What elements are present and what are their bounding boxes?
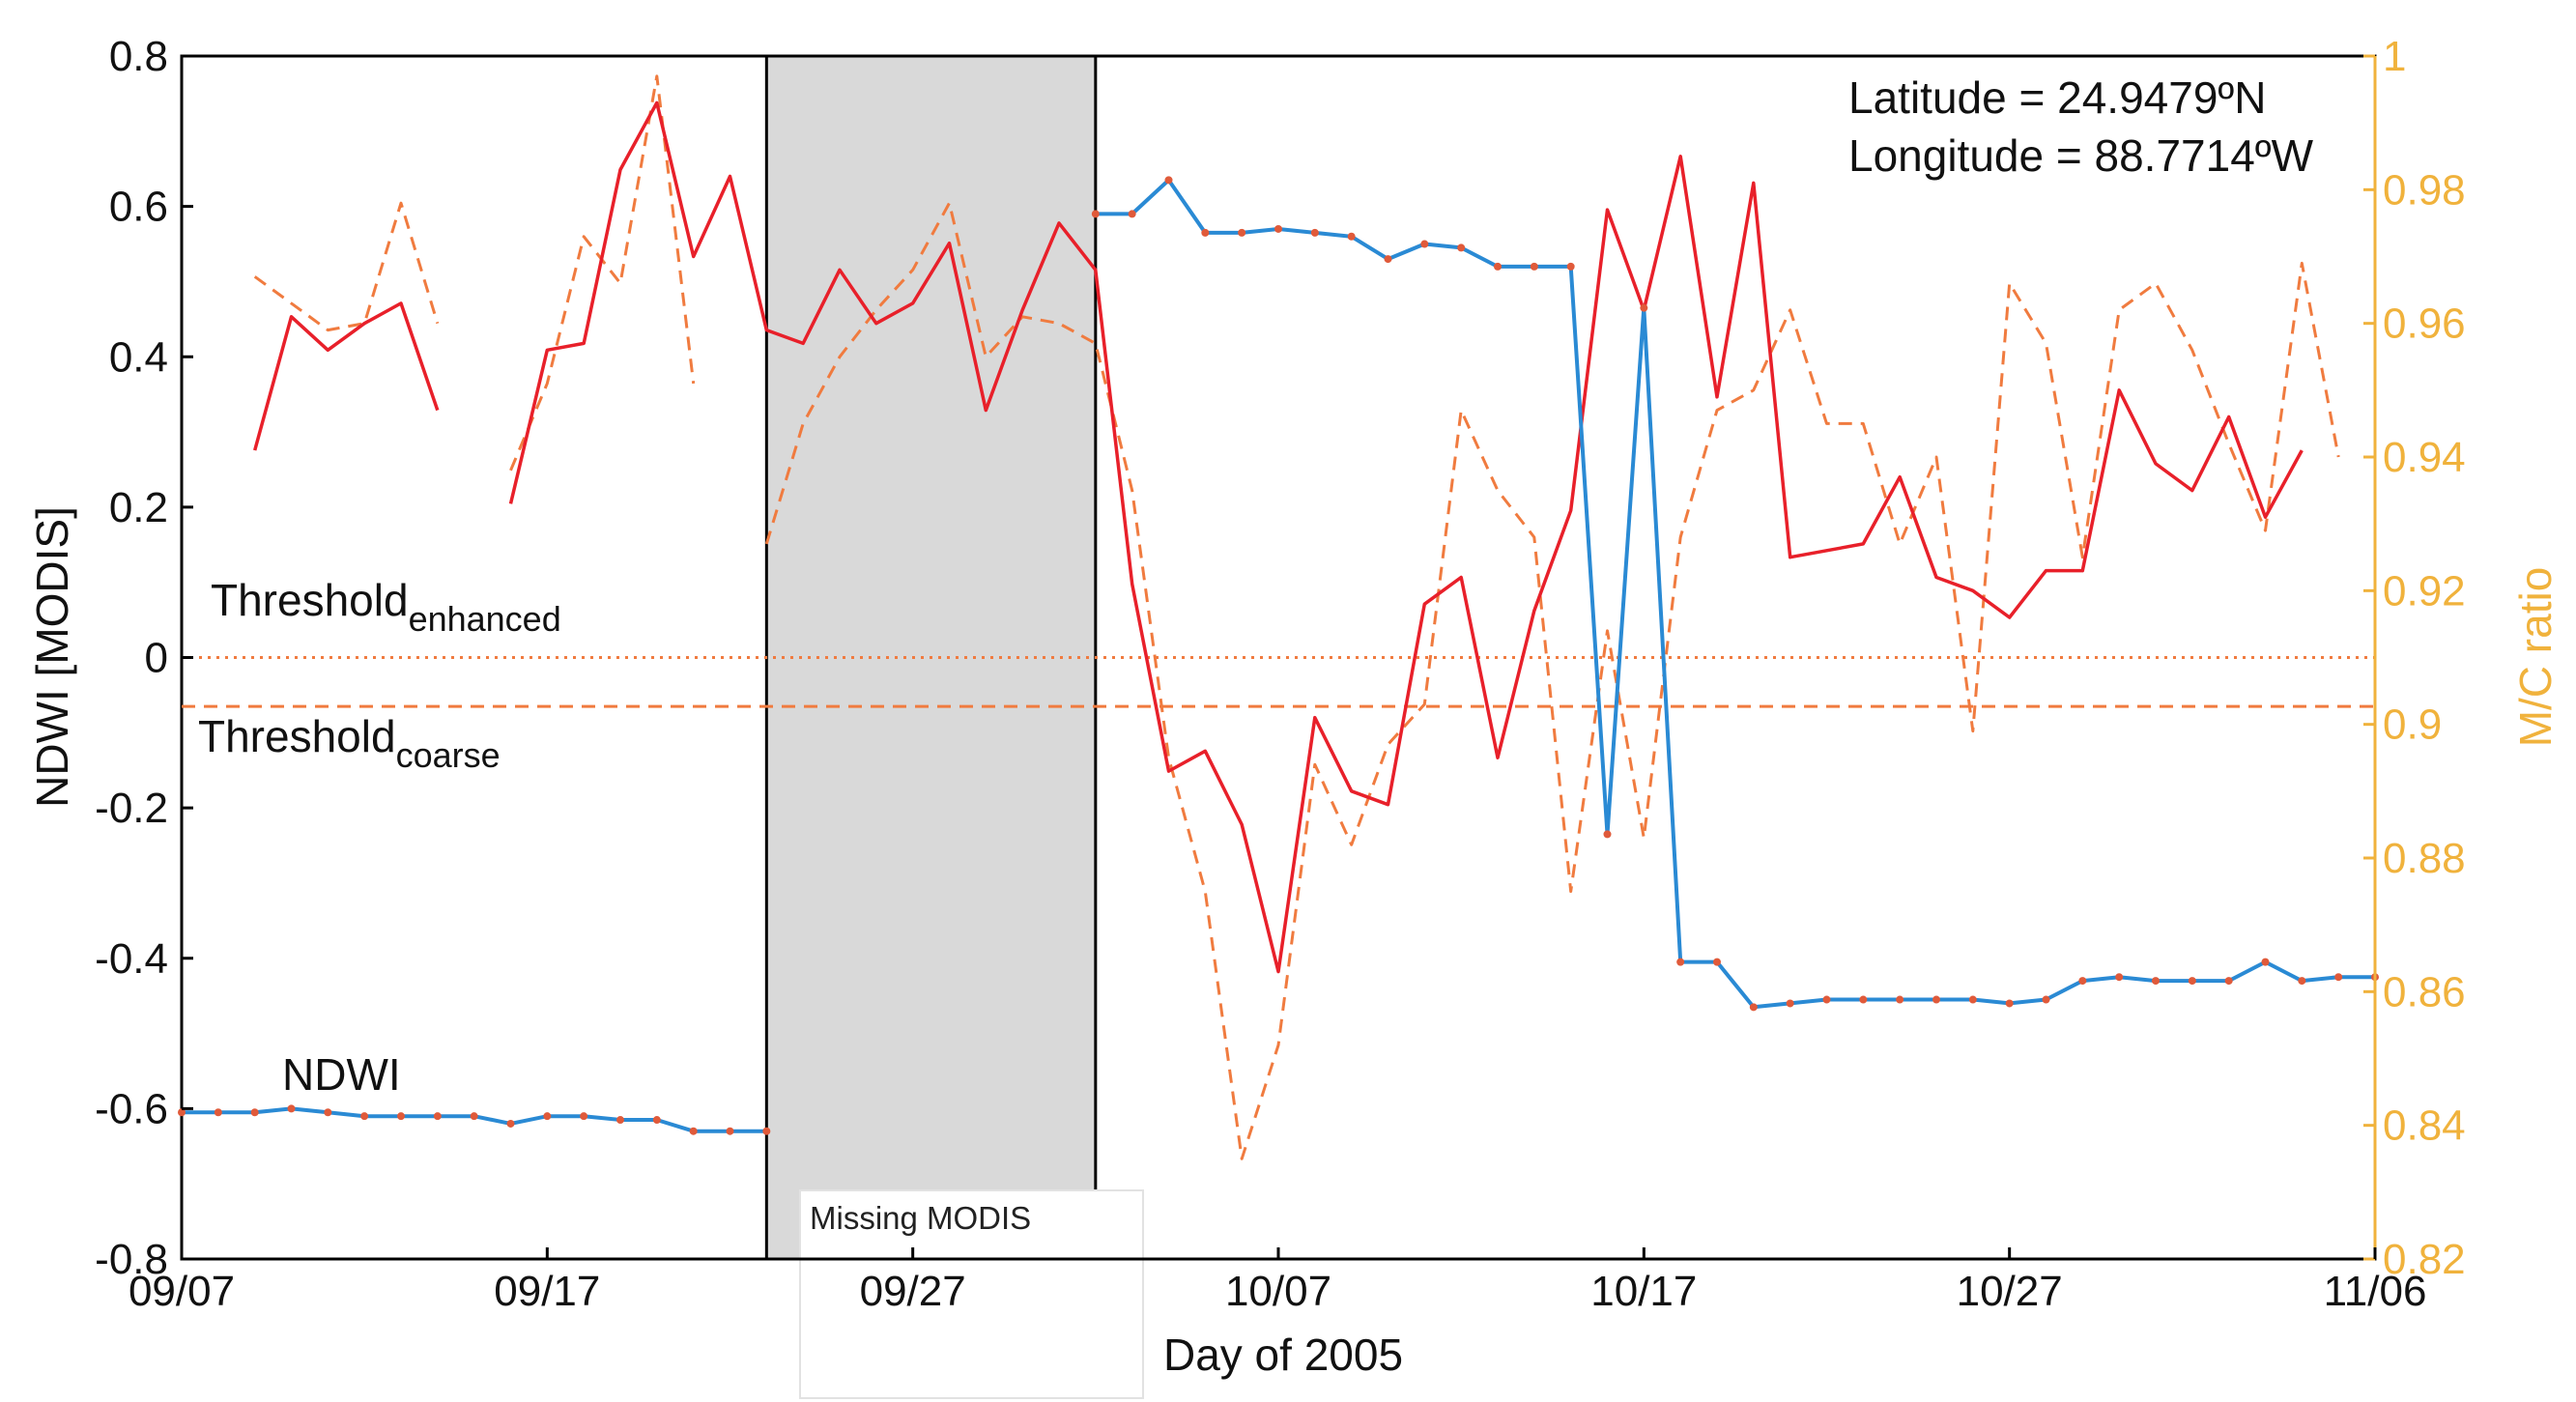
y-tick-label: -0.2 [95,785,168,832]
ndwi-point [2298,977,2306,986]
ndwi-point [1713,958,1721,966]
y2-tick-label: 0.84 [2383,1102,2466,1150]
ndwi-point [2115,973,2124,982]
y2-tick-label: 1 [2383,33,2406,80]
x-tick-label: 10/07 [1225,1268,1331,1315]
y-tick-label: 0 [145,635,168,682]
y2-tick-label: 0.86 [2383,968,2466,1016]
ndwi-point [1786,999,1794,1008]
ndwi-point [1238,228,1246,237]
ndwi-point [2042,995,2050,1004]
x-tick-label: 10/27 [1957,1268,2063,1315]
series-2-line-0 [253,201,440,332]
ndwi-point [652,1116,661,1125]
ndwi-point [1420,240,1429,248]
y2-tick-label: 0.98 [2383,166,2466,214]
ndwi-point [1676,958,1685,966]
ndwi-point [1566,262,1575,271]
ndwi-point [1530,262,1538,271]
ndwi-point [726,1127,734,1135]
ndwi-point [1896,995,1904,1004]
y-tick-label: 0.8 [109,33,168,80]
ndwi-point [2261,958,2270,966]
ndwi-point [1274,224,1282,233]
y-tick-label: -0.8 [95,1236,168,1283]
x-axis-title: Day of 2005 [1163,1330,1403,1380]
y2-tick-label: 0.9 [2383,701,2442,749]
ndwi-point [1457,243,1466,252]
ndwi-point [2224,977,2233,986]
ndwi-point [1932,995,1940,1004]
ndwi-point [616,1116,624,1125]
ndwi-point [324,1108,332,1117]
ndwi-point [689,1127,698,1135]
x-tick-label: 09/27 [860,1268,966,1315]
y2-tick-label: 0.92 [2383,567,2466,615]
ndwi-point [214,1108,222,1117]
ndwi-point [1822,995,1831,1004]
series-layer [178,74,2379,1160]
ndwi-point [1128,210,1136,218]
ndwi-point [543,1112,552,1121]
ndwi-point [1603,830,1612,839]
ndwi-point [1164,176,1173,185]
ndwi-point [2078,977,2087,986]
ndwi-series-label: NDWI [282,1049,401,1100]
y2-tick-label: 0.88 [2383,835,2466,882]
threshold-coarse-label: Thresholdcoarse [198,711,501,775]
missing-modis-label: Missing MODIS [810,1200,1031,1236]
ndwi-point [433,1112,442,1121]
y-axis-title: NDWI [MODIS] [27,506,77,808]
y2-tick-label: 0.82 [2383,1236,2466,1283]
ndwi-point [287,1104,296,1113]
ndwi-point [1384,255,1392,264]
ndwi-point [360,1112,369,1121]
series-2-line-2 [764,201,2340,1160]
x-tick-label: 09/17 [494,1268,600,1315]
y-tick-label: -0.4 [95,935,168,983]
ndwi-point [397,1112,405,1121]
ndwi-point [1310,228,1319,237]
ndwi-point [1201,228,1210,237]
y2-tick-label: 0.96 [2383,300,2466,348]
missing-modis-label-box [799,1189,1144,1399]
y-tick-label: -0.6 [95,1085,168,1132]
x-tick-label: 11/06 [2324,1268,2427,1315]
ndwi-point [506,1119,515,1128]
y2-tick-label: 0.94 [2383,434,2466,481]
ndwi-point [580,1112,588,1121]
y2-axis-title: M/C ratio [2510,567,2561,748]
axis-ticks: -0.8 -0.6 -0.4 -0.2 0 0.2 0.4 0.6 0.8 0.82 0.84 0.8… [95,33,2465,1315]
y-tick-label: 0.6 [109,184,168,231]
ndwi-point [178,1108,186,1117]
x-tick-label: 10/17 [1590,1268,1697,1315]
x-tick-label: 09/07 [129,1268,235,1315]
ndwi-point [1494,262,1502,271]
ndwi-point [2188,977,2196,986]
series-1-line-1 [508,100,2304,974]
ndwi-point [762,1127,771,1135]
ndwi-point [470,1112,478,1121]
y-tick-label: 0.4 [109,333,168,381]
longitude-annotation: Longitude = 88.7714ºW [1848,130,2314,181]
series-1-line-0 [253,301,440,451]
threshold-enhanced-label: Thresholdenhanced [211,575,561,639]
ndwi-point [2334,973,2343,982]
ndwi-point [2005,999,2014,1008]
ndwi-point [250,1108,259,1117]
ndwi-point [1640,303,1648,312]
ndwi-point [1859,995,1868,1004]
ndwi-point [1347,232,1356,241]
ndwi-point [2152,977,2160,986]
series-0-line-1 [1095,178,2375,1010]
ndwi-point [1968,995,1977,1004]
ndwi-point [1749,1003,1758,1012]
latitude-annotation: Latitude = 24.9479ºN [1848,72,2266,123]
y-tick-label: 0.2 [109,484,168,531]
ndwi-point [1091,210,1100,218]
